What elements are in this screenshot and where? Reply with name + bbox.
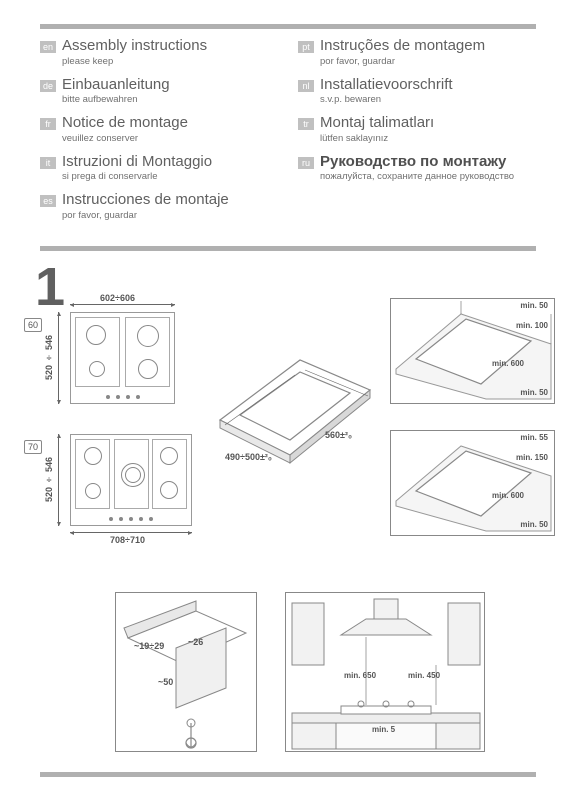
tag-70: 70 [24,440,42,454]
lang-sub-nl: s.v.p. bewaren [320,94,381,105]
lang-code-it: it [40,157,56,169]
lang-code-nl: nl [298,80,314,92]
depth-drop: ~50 [158,677,173,687]
dim-70-height: 520 ÷ 546 [44,457,54,502]
depth-panel: ~19÷29 ~26 ~50 [115,592,257,752]
hood-h: min. 650 [344,671,376,680]
lang-sub-pt: por favor, guardar [320,56,395,67]
lang-title-en: Assembly instructions [62,37,207,54]
lang-sub-it: si prega di conservarle [62,171,158,182]
bottom-diagrams: ~19÷29 ~26 ~50 min. 650 min. 450 [115,592,485,752]
tag-60: 60 [24,318,42,332]
cb-b: min. 150 [516,453,548,462]
depth-svg [116,593,258,753]
dim-60-width: 602÷606 [100,293,135,303]
lang-title-tr: Montaj talimatları [320,114,434,131]
lang-sub-tr: lütfen saklayınız [320,133,388,144]
lang-sub-en: please keep [62,56,113,67]
lang-code-ru: ru [298,157,314,169]
cb-d: min. 50 [520,520,548,529]
ct-d: min. 50 [520,388,548,397]
lang-code-en: en [40,41,56,53]
depth-overhang: ~26 [188,637,203,647]
lang-sub-de: bitte aufbewahren [62,94,138,105]
depth-thick: ~19÷29 [134,641,164,651]
dim-70-width: 708÷710 [110,535,145,545]
cb-a: min. 55 [520,433,548,442]
lang-code-fr: fr [40,118,56,130]
cutout-width: 560±²₀ [325,430,352,440]
lang-code-de: de [40,80,56,92]
section-number: 1 [35,256,65,318]
ct-b: min. 100 [516,321,548,330]
hood-gap: min. 5 [372,725,395,734]
ct-c: min. 600 [492,359,524,368]
lang-title-fr: Notice de montage [62,114,188,131]
lang-sub-ru: пожалуйста, сохраните данное руководство [320,171,514,182]
shelf-h: min. 450 [408,671,440,680]
rule-bot [40,772,536,777]
dim-arrow-60w [70,304,175,305]
hob-60-top [70,312,175,404]
cb-c: min. 600 [492,491,524,500]
dim-arrow-60h [58,312,59,404]
lang-title-de: Einbauanleitung [62,76,170,93]
dim-arrow-70w [70,532,192,533]
lang-code-tr: tr [298,118,314,130]
lang-sub-es: por favor, guardar [62,210,137,221]
lang-code-es: es [40,195,56,207]
lang-title-es: Instrucciones de montaje [62,191,229,208]
cutout-diagram [200,340,380,490]
rule-top [40,24,536,29]
lang-col-left: en Assembly instructions please keep de … [40,38,278,231]
lang-title-nl: Installatievoorschrift [320,76,453,93]
hood-panel: min. 650 min. 450 min. 5 [285,592,485,752]
clearance-panel-bottom: min. 55 min. 150 min. 600 min. 50 [390,430,555,536]
rule-mid [40,246,536,251]
dim-60-height: 520 ÷ 546 [44,335,54,380]
lang-code-pt: pt [298,41,314,53]
hob-70-top [70,434,192,526]
dim-arrow-70h [58,434,59,526]
cutout-depth: 490÷500±²₀ [225,452,272,462]
lang-sub-fr: veuillez conserver [62,133,138,144]
lang-title-pt: Instruções de montagem [320,37,485,54]
language-header: en Assembly instructions please keep de … [40,38,536,231]
lang-title-it: Istruzioni di Montaggio [62,153,212,170]
lang-title-ru: Руководство по монтажу [320,153,506,170]
lang-col-right: pt Instruções de montagem por favor, gua… [298,38,536,231]
clearance-panel-top: min. 50 min. 100 min. 600 min. 50 [390,298,555,404]
ct-a: min. 50 [520,301,548,310]
